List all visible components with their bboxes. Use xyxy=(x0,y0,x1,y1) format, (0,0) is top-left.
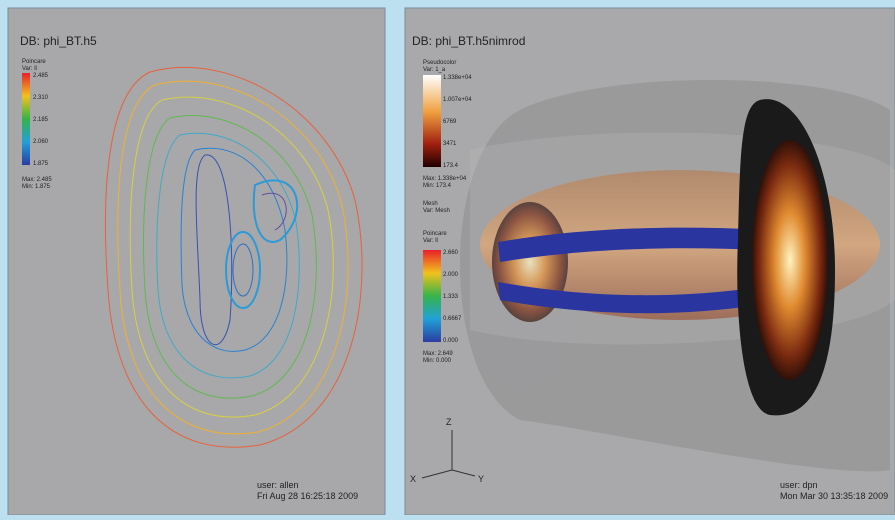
screenshot: DB: phi_BT.h5 Poincare Var: ll 2.485 2.31… xyxy=(0,0,895,515)
legend-max: Max: 1.338e+04 xyxy=(423,176,467,182)
colorbar xyxy=(22,73,30,165)
legend-tick: 2.060 xyxy=(33,139,49,145)
panel-bg xyxy=(8,8,385,515)
legend-tick: 1.333 xyxy=(443,294,459,300)
date: Fri Aug 28 16:25:18 2009 xyxy=(257,491,358,501)
legend-tick: 2.660 xyxy=(443,250,459,256)
legend-var: Var: ll xyxy=(423,238,438,244)
colorbar xyxy=(423,75,441,167)
legend-tick: 2.185 xyxy=(33,117,49,123)
mesh-var: Var: Mesh xyxy=(423,208,450,214)
user: user: allen xyxy=(257,480,299,490)
legend-max: Max: 2.485 xyxy=(22,177,52,183)
legend-tick: 6769 xyxy=(443,119,457,125)
legend-tick: 173.4 xyxy=(443,163,459,169)
legend-plot: Poincare xyxy=(423,231,447,237)
legend-min: Min: 173.4 xyxy=(423,183,452,189)
legend-tick: 2.000 xyxy=(443,272,459,278)
legend-var: Var: ll xyxy=(22,66,37,72)
legend-tick: 0.6667 xyxy=(443,316,462,322)
db-label: DB: phi_BT.h5nimrod xyxy=(412,34,525,48)
legend-tick: 3471 xyxy=(443,141,457,147)
legend-tick: 2.310 xyxy=(33,95,49,101)
axis-y: Y xyxy=(478,474,484,484)
date: Mon Mar 30 13:35:18 2009 xyxy=(780,491,888,501)
axis-x: X xyxy=(410,474,416,484)
axis-z: Z xyxy=(446,417,452,427)
legend-tick: 1.338e+04 xyxy=(443,75,472,81)
left-panel: DB: phi_BT.h5 Poincare Var: ll 2.485 2.31… xyxy=(8,8,385,515)
colorbar xyxy=(423,250,441,342)
user: user: dpn xyxy=(780,480,818,490)
legend-tick: 0.000 xyxy=(443,338,459,344)
db-label: DB: phi_BT.h5 xyxy=(20,34,97,48)
legend-var: Var: 1_a xyxy=(423,67,446,73)
legend-tick: 1.875 xyxy=(33,161,49,167)
legend-plot: Pseudocolor xyxy=(423,60,456,66)
legend-plot: Poincare xyxy=(22,59,46,65)
mesh-plot: Mesh xyxy=(423,201,438,207)
legend-tick: 2.485 xyxy=(33,73,49,79)
legend-min: Min: 0.000 xyxy=(423,358,452,364)
right-panel: DB: phi_BT.h5nimrod Pseudocolor Var: 1_a… xyxy=(405,8,895,515)
legend-min: Min: 1.875 xyxy=(22,184,51,190)
legend-max: Max: 2.649 xyxy=(423,351,453,357)
legend-tick: 1.007e+04 xyxy=(443,97,472,103)
